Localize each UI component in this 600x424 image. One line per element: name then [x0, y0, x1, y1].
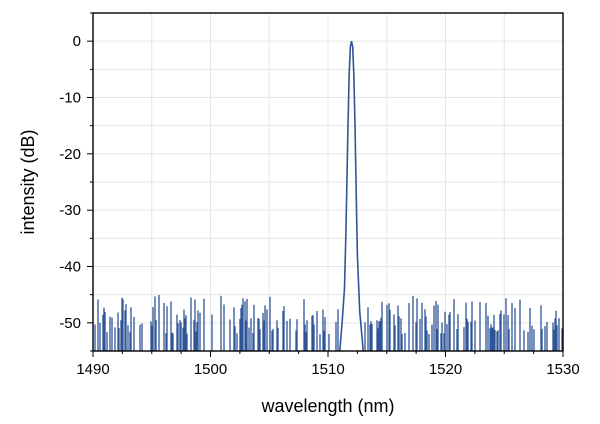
y-tick-label: -30: [59, 202, 81, 219]
x-tick-label: 1520: [429, 361, 462, 378]
x-axis-ticks: 1490 1500 1510 1520 1530: [76, 351, 580, 378]
y-tick-label: -10: [59, 90, 81, 107]
peak-series-line: [338, 41, 365, 352]
y-tick-label: -20: [59, 146, 81, 163]
noise-floor-series: [94, 295, 563, 351]
y-axis-ticks: 0 -10 -20 -30 -40 -50: [59, 12, 93, 352]
y-tick-label: -40: [59, 259, 81, 276]
x-tick-label: 1500: [194, 361, 227, 378]
x-tick-label: 1530: [546, 361, 579, 378]
y-tick-label: 0: [73, 33, 81, 50]
x-tick-label: 1490: [76, 361, 109, 378]
y-tick-label: -50: [59, 315, 81, 332]
noise-floor-line: [94, 295, 563, 351]
y-axis-label: intensity (dB): [18, 129, 38, 234]
grid-lines: [93, 13, 563, 351]
x-tick-label: 1510: [311, 361, 344, 378]
x-axis-label: wavelength (nm): [260, 396, 394, 416]
